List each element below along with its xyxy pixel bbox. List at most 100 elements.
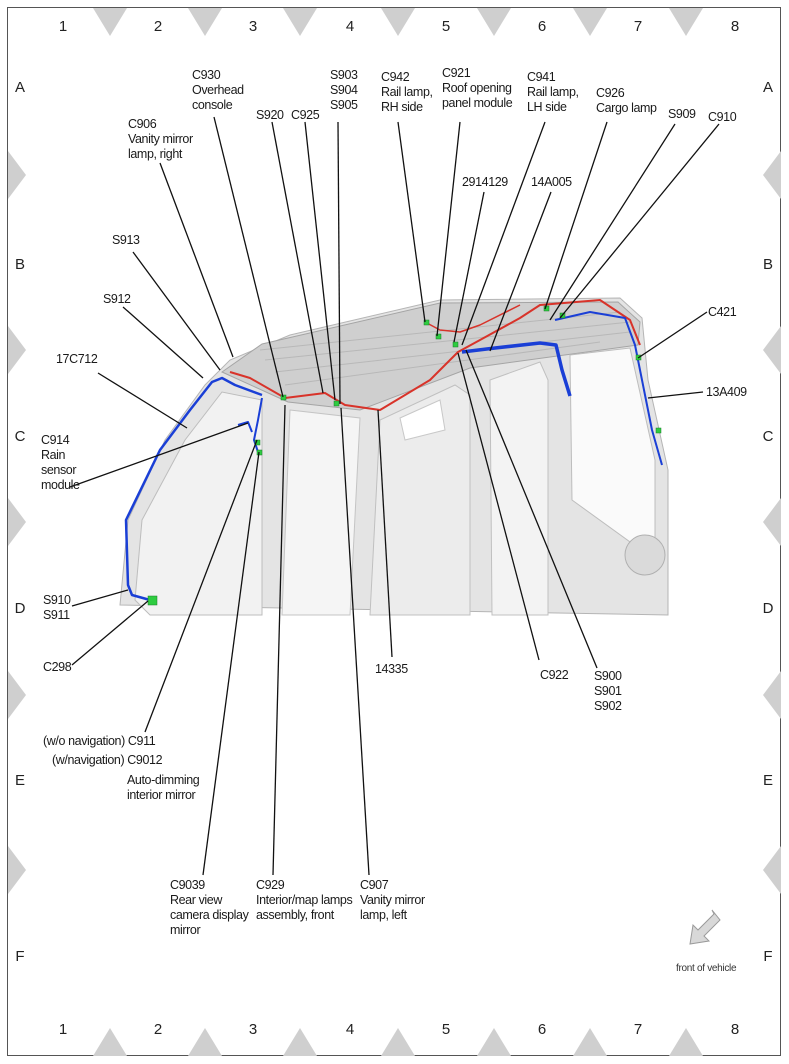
grid-row-right-A: A [762, 79, 773, 96]
grid-marker-triangle [188, 8, 222, 36]
grid-row-right-E: E [762, 772, 773, 789]
callout-line: 2914129 [462, 175, 508, 189]
grid-row-right-B: B [762, 256, 773, 273]
grid-column-top-2: 2 [153, 18, 163, 35]
grid-column-top-8: 8 [730, 18, 740, 35]
callout-line: 14335 [375, 662, 408, 676]
grid-column-top-7: 7 [633, 18, 643, 35]
leader-line-p2914129 [453, 191, 485, 343]
callout-line: C914 [41, 433, 70, 447]
callout-line: LH side [527, 100, 567, 114]
callout-line: mirror [170, 923, 201, 937]
callout-line: C941 [527, 70, 556, 84]
callout-line: Overhead [192, 83, 244, 97]
grid-marker-triangle [573, 8, 607, 36]
callout-line: C907 [360, 878, 389, 892]
callout-line: S910 [43, 593, 71, 607]
callout-line: C925 [291, 108, 320, 122]
callout-line: S911 [43, 608, 70, 622]
callout-line: RH side [381, 100, 423, 114]
grid-row-right-D: D [762, 600, 774, 617]
callout-c906: C906 Vanity mirror lamp, right [128, 117, 193, 162]
leader-line-c910 [559, 123, 720, 319]
callout-line: C421 [708, 305, 737, 319]
leader-line-c9039 [202, 451, 260, 876]
callout-p2914129: 2914129 [462, 175, 508, 190]
callout-line: console [192, 98, 233, 112]
grid-column-bottom-2: 2 [153, 1021, 163, 1038]
callout-line: C929 [256, 878, 285, 892]
leader-line-c298 [71, 600, 149, 666]
grid-row-left-D: D [14, 600, 26, 617]
grid-column-bottom-4: 4 [345, 1021, 355, 1038]
callout-line: S904 [330, 83, 358, 97]
callout-line: S902 [594, 699, 622, 713]
callout-c907: C907 Vanity mirror lamp, left [360, 878, 425, 923]
leader-line-c914 [69, 422, 249, 488]
callout-c925: C925 [291, 108, 320, 123]
callout-line: 13A409 [706, 385, 747, 399]
blue-harness-rain-sensor [237, 421, 253, 433]
grid-marker-triangle [188, 1028, 222, 1056]
red-harness-roof-front [229, 299, 641, 411]
callout-line: Rail lamp, [381, 85, 433, 99]
connector-icon [147, 595, 158, 606]
grid-marker-triangle [8, 671, 26, 719]
callout-line: Vanity mirror [360, 893, 425, 907]
callout-line: lamp, left [360, 908, 407, 922]
grid-column-bottom-3: 3 [248, 1021, 258, 1038]
callout-c926: C926 Cargo lamp [596, 86, 657, 116]
leader-line-c930 [213, 116, 284, 398]
leader-line-p17c712 [97, 372, 188, 429]
grid-marker-triangle [381, 1028, 415, 1056]
leader-line-c926 [544, 121, 608, 310]
leader-line-p14335 [377, 409, 393, 658]
leader-line-c922 [457, 352, 540, 661]
grid-marker-triangle [763, 498, 781, 546]
grid-marker-triangle [573, 1028, 607, 1056]
callout-line: assembly, front [256, 908, 334, 922]
connector-icon [333, 400, 340, 407]
callout-s910: S910 S911 [43, 593, 71, 623]
grid-column-bottom-1: 1 [58, 1021, 68, 1038]
callout-line: S900 [594, 669, 622, 683]
leader-lines [69, 116, 720, 876]
callout-line: S905 [330, 98, 358, 112]
grid-column-top-6: 6 [537, 18, 547, 35]
callout-c298: C298 [43, 660, 72, 675]
callout-line: S913 [112, 233, 140, 247]
connector-icon [280, 394, 287, 401]
callout-c941: C941 Rail lamp, LH side [527, 70, 579, 115]
callout-line: C930 [192, 68, 221, 82]
connector-icon [423, 319, 430, 326]
connector-icon [254, 439, 261, 446]
grid-marker-triangle [763, 151, 781, 199]
callout-line: C942 [381, 70, 410, 84]
callout-s909: S909 [668, 107, 696, 122]
grid-marker-triangle [93, 8, 127, 36]
connector-icon [435, 333, 442, 340]
leader-line-s913 [132, 251, 221, 371]
callout-line: Rear view [170, 893, 222, 907]
callout-line: S903 [330, 68, 358, 82]
leader-line-c941 [461, 121, 546, 346]
callout-line: module [41, 478, 80, 492]
callout-p14a005: 14A005 [531, 175, 572, 190]
callout-line: C921 [442, 66, 471, 80]
leader-line-s903 [337, 121, 341, 405]
grid-marker-triangle [8, 326, 26, 374]
callout-line: C910 [708, 110, 737, 124]
grid-marker-triangle [8, 151, 26, 199]
callout-p13a409: 13A409 [706, 385, 747, 400]
grid-column-bottom-6: 6 [537, 1021, 547, 1038]
connector-icon [655, 427, 662, 434]
grid-row-right-F: F [763, 948, 773, 965]
grid-row-right-C: C [762, 428, 774, 445]
blue-harness-mirror-drop [253, 397, 263, 453]
callout-line: C9039 [170, 878, 205, 892]
grid-column-bottom-8: 8 [730, 1021, 740, 1038]
grid-row-left-E: E [14, 772, 25, 789]
grid-marker-triangle [283, 8, 317, 36]
leader-line-c929 [272, 404, 286, 876]
